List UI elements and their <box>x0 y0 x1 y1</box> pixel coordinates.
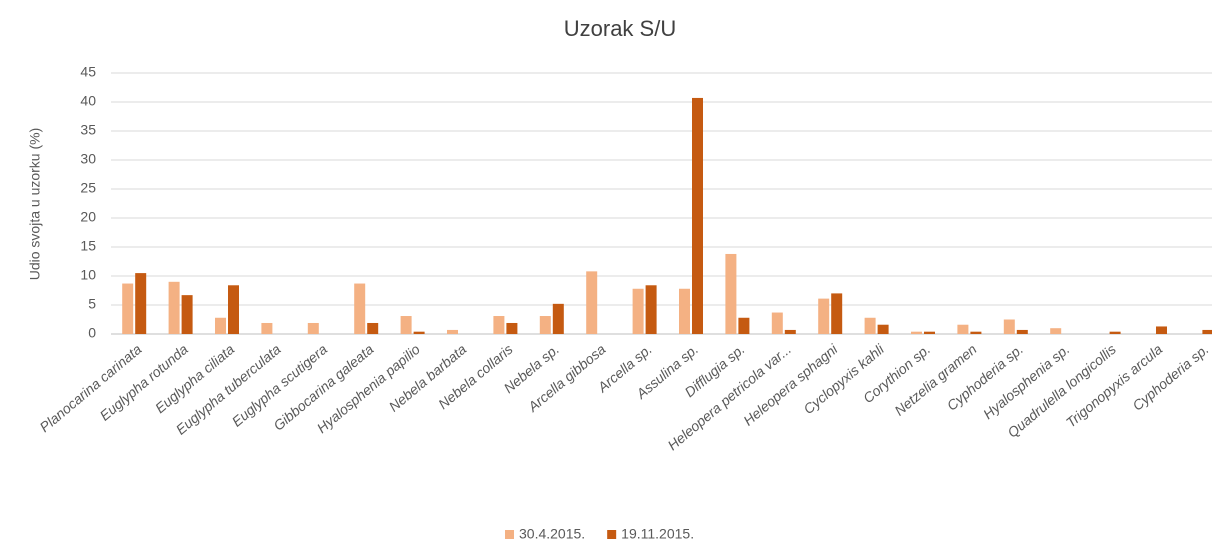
chart-title: Uzorak S/U <box>564 16 676 41</box>
legend-swatch <box>505 530 514 539</box>
bar <box>215 317 226 334</box>
bar <box>1202 329 1212 334</box>
bar <box>864 317 876 334</box>
legend-label: 19.11.2015. <box>621 526 694 542</box>
y-tick-label: 40 <box>80 93 96 109</box>
bar <box>692 97 703 334</box>
y-tick-label: 20 <box>80 209 96 225</box>
bar <box>354 283 366 334</box>
bar <box>679 288 690 334</box>
y-tick-label: 0 <box>88 325 96 341</box>
bar <box>970 331 982 334</box>
bar <box>1003 319 1015 334</box>
legend-swatch <box>607 530 617 539</box>
y-tick-label: 5 <box>88 296 96 312</box>
bar <box>632 288 644 334</box>
y-tick-label: 30 <box>80 151 96 167</box>
bar <box>645 285 657 334</box>
bar <box>367 322 379 334</box>
bar <box>771 312 783 334</box>
bar <box>818 298 830 334</box>
bar <box>1050 328 1062 334</box>
bar <box>539 316 551 334</box>
y-tick-label: 35 <box>80 122 96 138</box>
bar <box>400 316 412 334</box>
x-tick-label: Arcella gibbosa <box>524 341 609 416</box>
bar <box>1156 326 1167 334</box>
bar <box>924 331 935 334</box>
bar <box>135 273 147 334</box>
y-axis-label: Udio svojta u uzorku (%) <box>27 128 43 281</box>
y-tick-label: 25 <box>80 180 96 196</box>
bar <box>168 281 180 334</box>
y-tick-label: 10 <box>80 267 96 283</box>
bar <box>261 322 273 334</box>
bar <box>181 295 193 334</box>
bar <box>447 329 458 334</box>
bar <box>911 331 922 334</box>
bar <box>307 322 319 334</box>
bar <box>493 316 505 334</box>
bar <box>122 283 134 334</box>
bar <box>506 322 518 334</box>
y-tick-label: 15 <box>80 238 96 254</box>
bar <box>725 253 737 334</box>
x-tick-label: Euglypha ciliata <box>152 341 238 416</box>
bar <box>957 324 969 334</box>
bar <box>877 324 889 334</box>
bar <box>586 271 598 334</box>
x-tick-label: Netzelia gramen <box>891 341 980 419</box>
bar <box>1109 331 1121 334</box>
x-tick-label: Cyclopyxis kahli <box>800 340 887 417</box>
bar <box>552 303 564 334</box>
bar <box>228 285 239 334</box>
bar <box>413 331 425 334</box>
bar <box>831 293 843 334</box>
bar <box>738 317 750 334</box>
bar <box>1016 329 1028 334</box>
y-tick-label: 45 <box>80 64 96 80</box>
bar <box>784 329 796 334</box>
legend-label: 30.4.2015. <box>519 526 585 542</box>
